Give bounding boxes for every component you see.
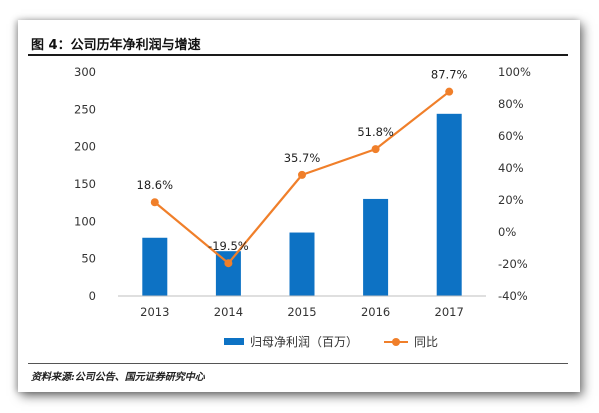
legend-label-line: 同比 [414, 335, 439, 349]
right-tick-label: 0% [498, 225, 516, 239]
left-tick-label: 50 [81, 252, 96, 266]
x-tick-label: 2016 [361, 305, 390, 319]
bar [215, 251, 241, 296]
right-tick-label: 40% [498, 161, 524, 175]
growth-point [150, 198, 159, 207]
right-tick-label: 80% [498, 97, 524, 111]
bar [363, 198, 389, 296]
data-label: 87.7% [431, 68, 468, 82]
left-tick-label: 250 [74, 102, 96, 116]
legend-swatch-bar [224, 338, 244, 345]
right-tick-label: -20% [498, 257, 528, 271]
x-tick-label: 2014 [214, 305, 243, 319]
growth-point [371, 145, 380, 154]
growth-point [298, 170, 306, 179]
bar [289, 232, 315, 296]
x-axis: 2013 2014 2015 2016 2017 [140, 305, 464, 319]
bar [436, 113, 462, 297]
legend-swatch-line [384, 337, 409, 347]
legend-item-line: 同比 [384, 333, 438, 350]
bar-series [118, 113, 486, 297]
right-tick-label: 20% [498, 193, 524, 207]
figure-card: 图 4：公司历年净利润与增速 0 50 100 150 200 250 300 -40% -2… [18, 20, 580, 392]
legend-item-bar: 归母净利润（百万） [224, 333, 358, 350]
left-tick-label: 100 [74, 214, 96, 228]
figure-title: 图 4：公司历年净利润与增速 [31, 38, 201, 53]
x-tick-label: 2013 [140, 305, 169, 319]
right-tick-label: 100% [498, 65, 531, 79]
left-tick-label: 0 [89, 289, 96, 303]
left-tick-label: 300 [74, 65, 96, 79]
chart: 0 50 100 150 200 250 300 -40% -20% 0% 20% 40% 60% 80… [74, 65, 531, 319]
left-tick-label: 200 [74, 140, 96, 154]
legend-label-bar: 归母净利润（百万） [250, 335, 359, 349]
right-tick-label: -40% [498, 289, 528, 303]
x-tick-label: 2015 [287, 305, 316, 319]
right-axis: -40% -20% 0% 20% 40% 60% 80% 100% [498, 65, 531, 303]
source-note: 资料来源:公司公告、国元证券研究中心 [31, 372, 205, 383]
x-tick-label: 2017 [435, 305, 464, 319]
data-label: 18.6% [137, 178, 174, 192]
line-series [150, 87, 454, 268]
source-rule [28, 363, 568, 364]
left-tick-label: 150 [74, 177, 96, 191]
growth-point [445, 87, 454, 96]
data-label: 35.7% [284, 151, 321, 165]
data-label: -19.5% [208, 239, 249, 253]
legend: 归母净利润（百万） 同比 [224, 333, 464, 350]
growth-point [224, 259, 233, 268]
title-rule [28, 54, 568, 56]
left-axis: 0 50 100 150 200 250 300 [74, 65, 96, 303]
bar [142, 237, 168, 296]
data-labels: 18.6% -19.5% 35.7% 51.8% 87.7% [137, 68, 468, 254]
data-label: 51.8% [357, 125, 394, 139]
right-tick-label: 60% [498, 129, 524, 143]
